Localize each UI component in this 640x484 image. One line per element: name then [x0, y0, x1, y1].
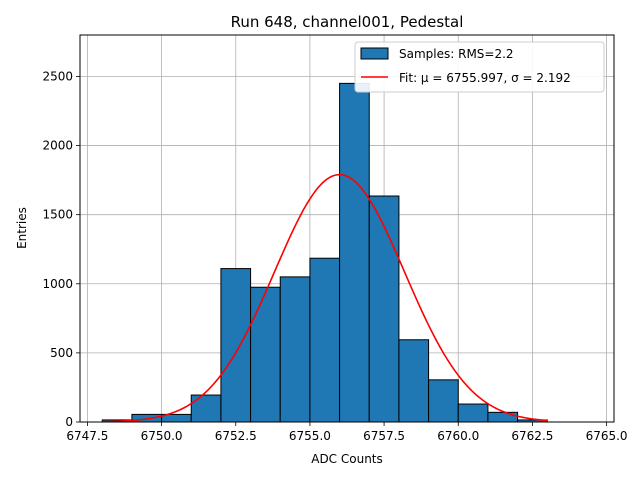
y-tick-label: 2000 [42, 139, 73, 153]
y-tick-label: 1500 [42, 208, 73, 222]
histogram-bar [428, 379, 459, 423]
y-tick-label: 0 [65, 415, 73, 429]
y-tick-label: 1000 [42, 277, 73, 291]
x-tick-label: 6762.5 [511, 429, 553, 443]
histogram-bar [398, 339, 430, 423]
x-tick-label: 6752.5 [215, 429, 257, 443]
y-axis-label: Entries [15, 207, 29, 249]
legend-box [354, 41, 605, 93]
histogram-bar [457, 403, 489, 423]
histogram-bar [220, 268, 252, 423]
histogram-bar [309, 257, 341, 423]
histogram-bar [339, 82, 370, 423]
legend-fit-label: Fit: μ = 6755.997, σ = 2.192 [399, 71, 571, 85]
histogram-bar [250, 286, 281, 423]
y-tick-label: 500 [50, 346, 73, 360]
x-tick-label: 6747.5 [66, 429, 108, 443]
legend-histogram-swatch [360, 47, 389, 60]
x-tick-label: 6765.0 [586, 429, 628, 443]
legend-histogram-label: Samples: RMS=2.2 [399, 47, 514, 61]
axes-layer: 6747.5 6750.0 6752.5 6755.0 6757.5 6760.0 6762… [42, 69, 627, 443]
fit-line-layer [102, 173, 548, 423]
x-tick-label: 6760.0 [437, 429, 479, 443]
histogram-bar [487, 411, 519, 423]
histogram-bar [279, 276, 311, 423]
plot-frame [79, 34, 615, 423]
x-axis-label: ADC Counts [311, 452, 383, 466]
x-tick-label: 6750.0 [141, 429, 183, 443]
legend: Samples: RMS=2.2 Fit: μ = 6755.997, σ = … [354, 41, 605, 93]
histogram-bar [368, 195, 400, 423]
gaussian-fit-line [102, 173, 548, 423]
chart-title: Run 648, channel001, Pedestal [231, 13, 464, 31]
bars-layer [101, 82, 548, 423]
x-tick-label: 6755.0 [289, 429, 331, 443]
x-tick-label: 6757.5 [363, 429, 405, 443]
histogram-bar [190, 394, 222, 423]
y-tick-label: 2500 [42, 69, 73, 83]
